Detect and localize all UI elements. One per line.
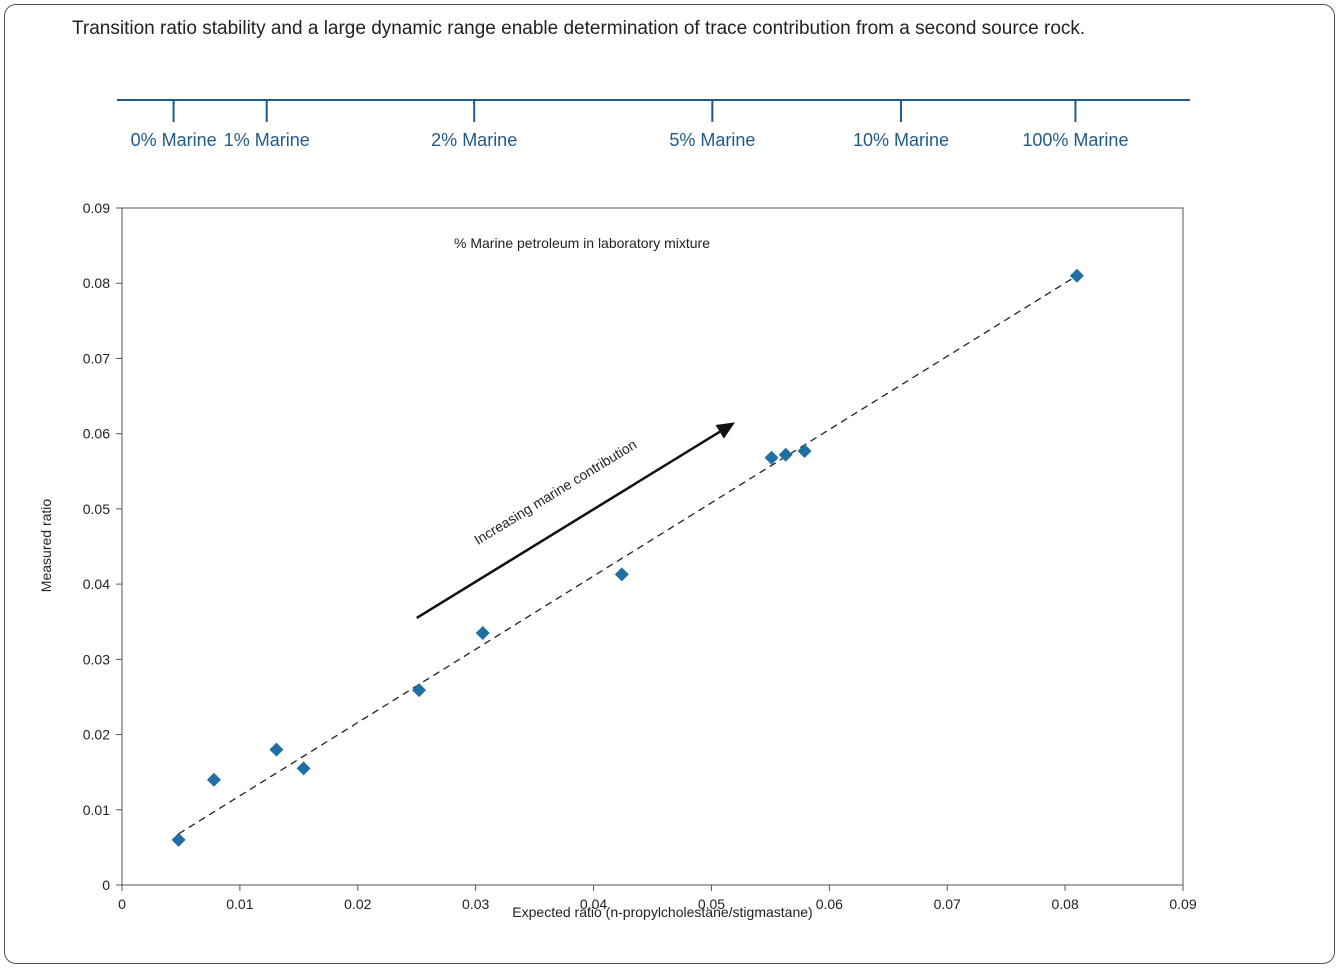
plot-area bbox=[121, 207, 1184, 886]
data-point bbox=[778, 447, 793, 462]
x-tick-label: 0.09 bbox=[1169, 896, 1196, 912]
y-tick-label: 0.07 bbox=[83, 350, 110, 366]
x-tick-label: 0.06 bbox=[816, 896, 843, 912]
y-tick-label: 0.05 bbox=[83, 501, 110, 517]
figure-caption: Transition ratio stability and a large d… bbox=[72, 18, 1086, 39]
x-tick-label: 0.02 bbox=[344, 896, 371, 912]
data-point bbox=[475, 626, 490, 641]
scale-bar-label: 1% Marine bbox=[224, 130, 310, 150]
y-tick-label: 0.09 bbox=[83, 200, 110, 216]
x-tick-label: 0 bbox=[118, 896, 126, 912]
y-tick-label: 0.06 bbox=[83, 426, 110, 442]
y-tick-label: 0.03 bbox=[83, 651, 110, 667]
x-tick-label: 0.07 bbox=[934, 896, 961, 912]
data-point bbox=[269, 742, 284, 757]
y-tick-label: 0.08 bbox=[83, 275, 110, 291]
data-point bbox=[764, 450, 779, 465]
scale-bar-label: 5% Marine bbox=[669, 130, 755, 150]
y-tick-label: 0.04 bbox=[83, 576, 110, 592]
plot-annotation: % Marine petroleum in laboratory mixture bbox=[454, 235, 710, 251]
data-point bbox=[412, 683, 427, 698]
y-axis-label: Measured ratio bbox=[38, 499, 54, 593]
scale-bar-label: 0% Marine bbox=[131, 130, 217, 150]
arrow-shaft bbox=[416, 430, 721, 620]
figure-frame bbox=[4, 4, 1335, 964]
scale-bar-label: 100% Marine bbox=[1022, 130, 1128, 150]
y-tick-label: 0 bbox=[102, 877, 110, 893]
data-point bbox=[797, 443, 812, 458]
x-tick-label: 0.05 bbox=[698, 896, 725, 912]
y-tick-label: 0.02 bbox=[83, 727, 110, 743]
data-point bbox=[206, 772, 221, 787]
trend-line bbox=[178, 275, 1078, 835]
data-point bbox=[171, 832, 186, 847]
arrow-label: Increasing marine contribution bbox=[471, 436, 639, 548]
data-point bbox=[1069, 268, 1084, 283]
x-tick-label: 0.04 bbox=[580, 896, 607, 912]
scale-bar-label: 2% Marine bbox=[431, 130, 517, 150]
data-point bbox=[614, 567, 629, 582]
y-tick-label: 0.01 bbox=[83, 802, 110, 818]
arrow-head bbox=[715, 422, 736, 439]
data-point bbox=[296, 761, 311, 776]
x-tick-label: 0.08 bbox=[1051, 896, 1078, 912]
x-axis-label: Expected ratio (n-propylcholestane/stigm… bbox=[512, 904, 812, 920]
x-tick-label: 0.03 bbox=[462, 896, 489, 912]
x-tick-label: 0.01 bbox=[226, 896, 253, 912]
scale-bar-label: 10% Marine bbox=[853, 130, 949, 150]
